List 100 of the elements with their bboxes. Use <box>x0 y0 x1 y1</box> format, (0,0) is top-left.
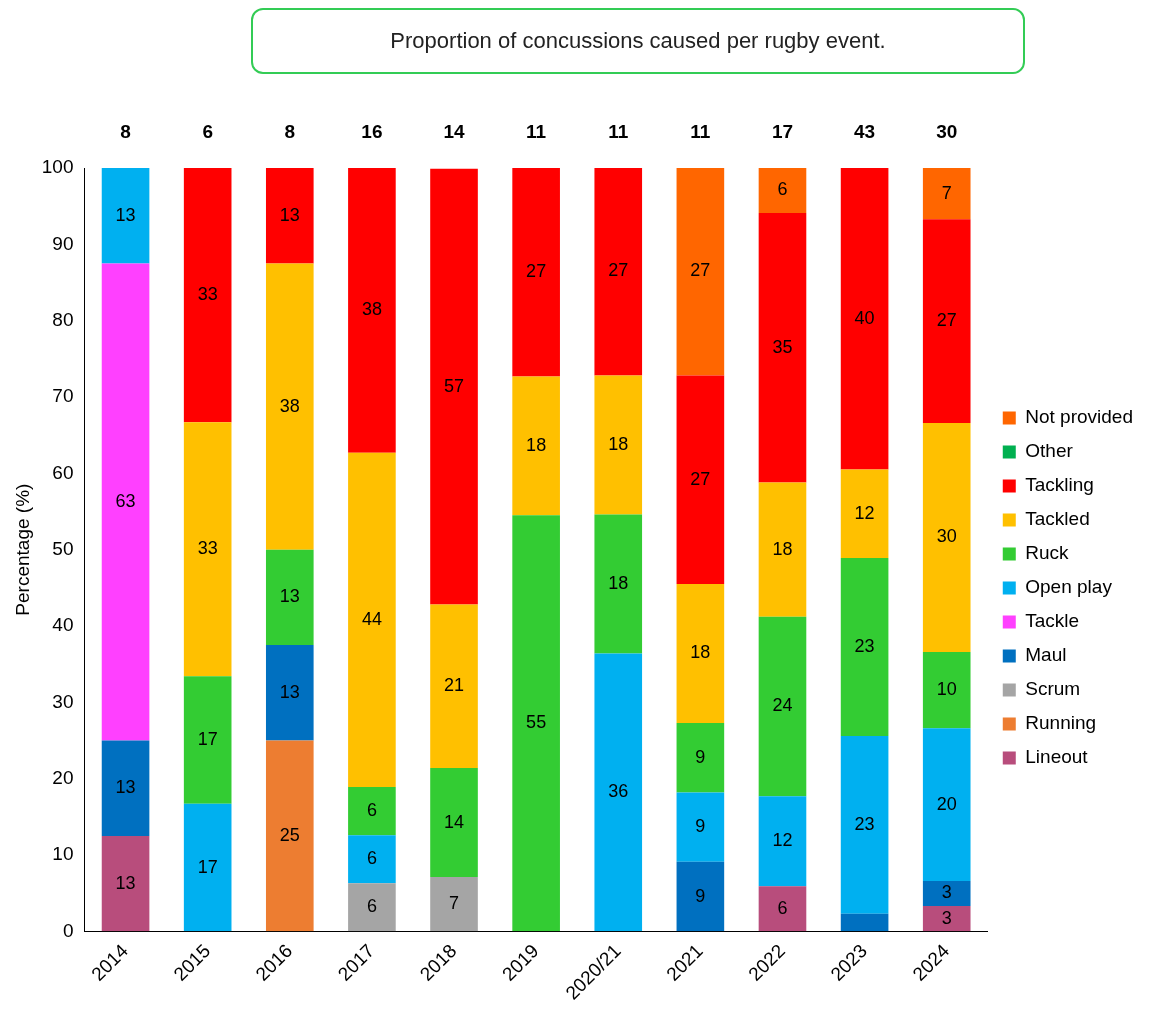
data-label: 6 <box>366 800 377 821</box>
data-label: 13 <box>115 204 136 225</box>
bar <box>101 835 150 932</box>
data-label: 6 <box>366 896 377 917</box>
data-label: 27 <box>936 310 957 331</box>
annotation: 16 <box>361 121 383 143</box>
bar <box>594 375 643 515</box>
data-label: 36 <box>608 781 629 802</box>
legend-label: Tackling <box>1025 474 1094 496</box>
y-tick-label: 10 <box>52 843 74 865</box>
bar <box>594 168 643 376</box>
y-tick-label: 100 <box>41 156 74 178</box>
bar <box>922 651 971 729</box>
annotation: 11 <box>526 121 547 143</box>
data-label: 6 <box>777 897 788 918</box>
bar <box>922 219 971 423</box>
data-label: 24 <box>772 695 793 716</box>
annotation: 8 <box>284 121 296 143</box>
data-label: 18 <box>608 434 629 455</box>
bar <box>676 792 725 862</box>
legend-label: Maul <box>1025 644 1067 666</box>
bar <box>183 676 232 804</box>
bar <box>265 168 314 264</box>
data-label: 20 <box>936 793 957 814</box>
data-label: 14 <box>444 811 465 832</box>
bar <box>922 422 971 652</box>
bar <box>676 375 725 585</box>
data-label: 38 <box>279 395 300 416</box>
annotation: 11 <box>690 121 711 143</box>
y-tick-label: 50 <box>52 537 74 559</box>
bar <box>758 482 807 617</box>
y-tick-label: 0 <box>62 919 74 941</box>
bar <box>183 422 232 677</box>
data-label: 57 <box>444 375 465 396</box>
data-label: 23 <box>854 813 875 834</box>
data-label: 23 <box>854 635 875 656</box>
bar <box>758 168 807 214</box>
legend-label: Ruck <box>1025 542 1070 564</box>
legend-label: Lineout <box>1025 746 1089 768</box>
data-label: 7 <box>941 182 952 203</box>
legend-label: Open play <box>1025 576 1113 598</box>
bar <box>265 263 314 550</box>
bar <box>840 558 889 736</box>
data-label: 17 <box>197 729 218 750</box>
data-label: 9 <box>695 746 706 767</box>
data-label: 33 <box>197 538 218 559</box>
chart-title: Proportion of concussions caused per rugby event. <box>251 8 1025 74</box>
data-label: 18 <box>772 538 793 559</box>
y-tick-label: 60 <box>52 461 74 483</box>
data-label: 6 <box>366 848 377 869</box>
y-tick-label: 80 <box>52 308 74 330</box>
data-label: 18 <box>526 434 547 455</box>
data-label: 27 <box>690 468 711 489</box>
bar <box>265 740 314 932</box>
data-label: 13 <box>115 777 136 798</box>
data-label: 13 <box>279 586 300 607</box>
bar <box>430 767 478 878</box>
bar <box>430 877 478 932</box>
bar <box>922 906 971 932</box>
annotation: 11 <box>608 121 629 143</box>
bar <box>512 376 560 516</box>
data-label: 21 <box>444 675 465 696</box>
bar <box>430 604 478 768</box>
bar <box>840 913 889 932</box>
data-label: 13 <box>115 872 136 893</box>
y-tick-label: 40 <box>52 614 74 636</box>
bar <box>840 469 889 559</box>
data-label: 9 <box>695 816 706 837</box>
bar <box>101 168 150 264</box>
bar <box>512 168 560 377</box>
legend-label: Tackled <box>1025 508 1090 530</box>
bar <box>840 735 889 914</box>
legend-label: Other <box>1025 440 1074 462</box>
data-label: 3 <box>941 882 952 903</box>
legend-label: Scrum <box>1025 678 1081 700</box>
bar <box>594 514 643 654</box>
data-label: 63 <box>115 490 136 511</box>
bar <box>594 653 643 932</box>
data-label: 30 <box>936 526 957 547</box>
data-label: 13 <box>279 681 300 702</box>
bar <box>183 803 232 932</box>
bar <box>758 796 807 887</box>
data-label: 6 <box>777 179 788 200</box>
bar <box>922 728 971 881</box>
y-tick-label: 20 <box>52 766 74 788</box>
bar <box>758 886 807 932</box>
data-label: 55 <box>526 712 547 733</box>
data-label: 17 <box>197 856 218 877</box>
bar <box>512 515 560 932</box>
bar <box>348 452 396 788</box>
data-label: 12 <box>772 830 793 851</box>
data-label: 38 <box>361 298 382 319</box>
bar <box>101 263 150 741</box>
annotation: 6 <box>202 121 213 143</box>
bar <box>676 584 725 723</box>
y-axis-title: Percentage (%) <box>11 483 33 616</box>
bar <box>430 168 478 605</box>
data-label: 27 <box>690 260 711 281</box>
bar <box>101 740 150 836</box>
bar <box>183 168 232 423</box>
